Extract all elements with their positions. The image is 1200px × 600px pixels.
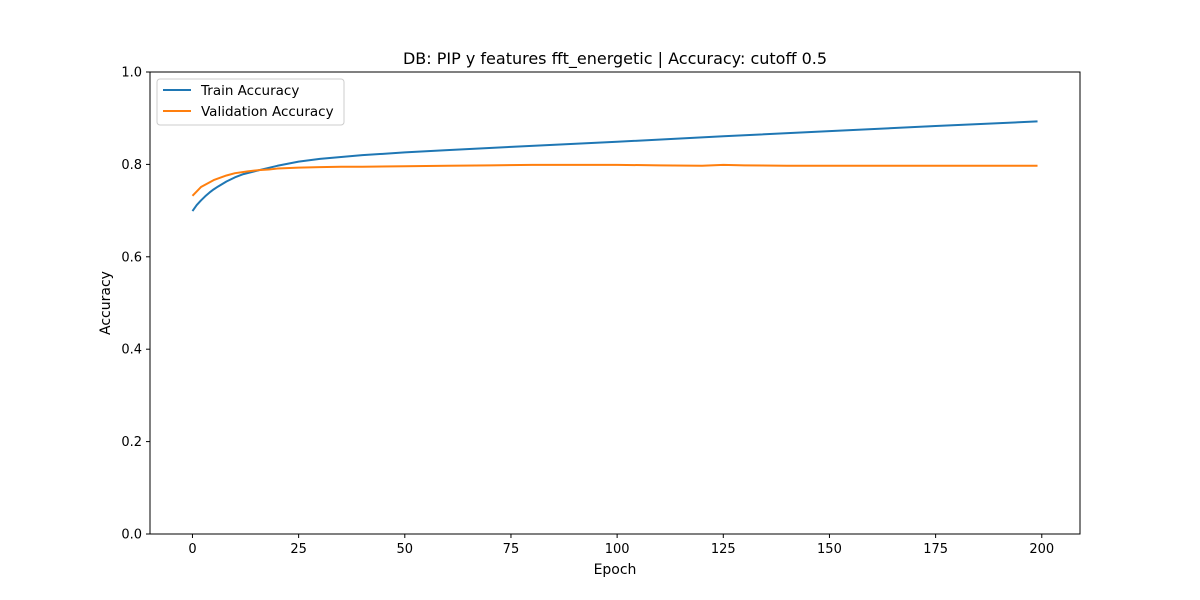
series-layer — [191, 120, 1038, 212]
y-axis: 0.0 0.2 0.4 0.6 0.8 1.0 — [121, 66, 150, 543]
y-tick-label: 0.0 — [121, 528, 142, 543]
x-tick-label: 175 — [923, 542, 948, 557]
legend-box — [156, 78, 345, 126]
x-axis-label: Epoch — [594, 562, 637, 578]
x-tick-label: 150 — [817, 542, 842, 557]
x-tick-label: 200 — [1029, 542, 1054, 557]
chart-title: DB: PIP y features fft_energetic | Accur… — [403, 49, 827, 69]
y-tick-label: 0.2 — [121, 435, 142, 450]
train-accuracy-line — [191, 120, 1038, 212]
y-tick-label: 0.4 — [121, 343, 142, 358]
validation-accuracy-line — [191, 163, 1038, 197]
plot-frame — [149, 71, 1081, 535]
x-tick-label: 0 — [188, 542, 196, 557]
y-tick-label: 0.6 — [121, 250, 142, 265]
legend-label-validation: Validation Accuracy — [201, 104, 334, 120]
y-axis-label: Accuracy — [98, 271, 114, 335]
x-tick-label: 25 — [290, 542, 307, 557]
x-tick-label: 100 — [605, 542, 630, 557]
y-tick-label: 0.8 — [121, 158, 142, 173]
x-tick-label: 125 — [711, 542, 736, 557]
legend: Train Accuracy Validation Accuracy — [156, 78, 345, 126]
x-tick-label: 50 — [397, 542, 414, 557]
x-axis: 0 25 50 75 100 125 150 175 200 — [188, 534, 1054, 557]
legend-label-train: Train Accuracy — [200, 83, 299, 99]
x-tick-label: 75 — [503, 542, 520, 557]
y-tick-label: 1.0 — [121, 66, 142, 81]
